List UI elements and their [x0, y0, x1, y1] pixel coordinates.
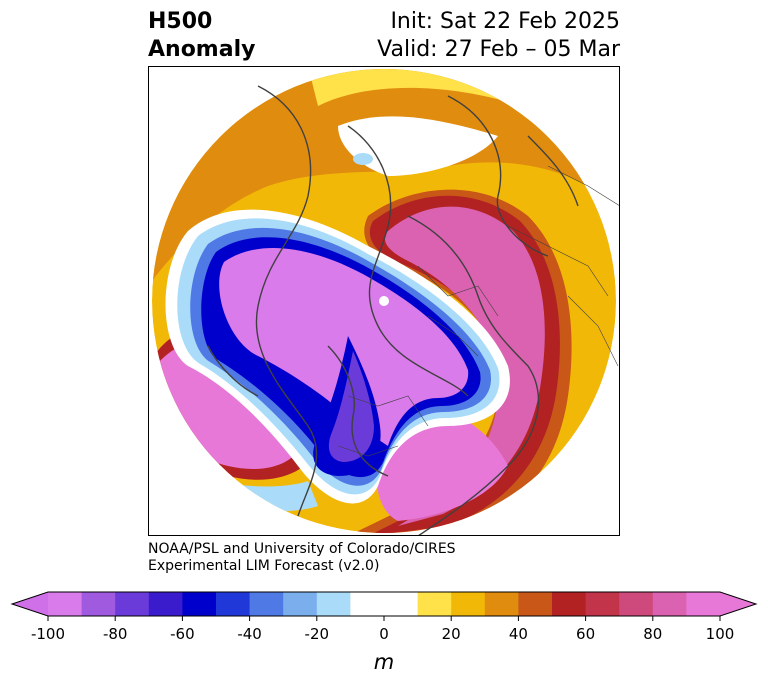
colorbar-tick-label: -60	[170, 625, 195, 643]
colorbar-segment	[216, 592, 251, 616]
colorbar-tick-label: -20	[305, 625, 330, 643]
colorbar-tick-label: -100	[31, 625, 65, 643]
colorbar-unit: m	[374, 650, 394, 674]
colorbar-tick-label: 40	[509, 625, 528, 643]
map-title: H500 Anomaly	[148, 8, 255, 64]
colorbar-tick-label: 20	[442, 625, 461, 643]
colorbar-segment	[182, 592, 217, 616]
colorbar-segment	[619, 592, 654, 616]
title-line-2: Anomaly	[148, 37, 256, 62]
colorbar-extend-low	[12, 592, 48, 616]
colorbar-tick-label: 100	[706, 625, 735, 643]
pole-marker	[379, 296, 389, 306]
colorbar-tick-label: 80	[643, 625, 662, 643]
colorbar-tick-label: -80	[103, 625, 128, 643]
colorbar-tick-label: 0	[379, 625, 389, 643]
negative-trough-core	[328, 351, 374, 462]
colorbar-segment	[316, 592, 351, 616]
colorbar-segment	[686, 592, 721, 616]
white-north	[338, 116, 498, 176]
forecast-dates: Init: Sat 22 Feb 2025 Valid: 27 Feb – 05…	[377, 8, 620, 64]
positive-center-europe	[384, 206, 545, 526]
colorbar-ticks: -100 -80 -60 -40 -20 0 20 40 60 80 100	[31, 616, 734, 643]
colorbar-segment	[115, 592, 150, 616]
colorbar-segment	[552, 592, 587, 616]
credit-line-2: Experimental LIM Forecast (v2.0)	[148, 558, 380, 574]
init-date: Init: Sat 22 Feb 2025	[390, 9, 620, 34]
colorbar-extend-high	[720, 592, 756, 616]
colorbar-segment	[350, 592, 419, 616]
credits: NOAA/PSL and University of Colorado/CIRE…	[148, 541, 456, 575]
colorbar-segment	[652, 592, 687, 616]
orange-band-west	[152, 69, 616, 286]
colorbar-segment	[417, 592, 452, 616]
colorbar-segment	[148, 592, 183, 616]
colorbar-segment	[451, 592, 486, 616]
colorbar-tick-label: -40	[237, 625, 262, 643]
anomaly-map	[148, 66, 620, 536]
colorbar-segments	[10, 591, 758, 617]
colorbar-segment	[283, 592, 318, 616]
valid-dates: Valid: 27 Feb – 05 Mar	[377, 37, 620, 62]
coastlines	[207, 85, 579, 536]
colorbar-segment	[585, 592, 620, 616]
colorbar-segment	[484, 592, 519, 616]
colorbar-segment	[81, 592, 116, 616]
colorbar-segment	[249, 592, 284, 616]
colorbar-segment	[518, 592, 553, 616]
title-line-1: H500	[148, 9, 213, 34]
colorbar-tick-label: 60	[576, 625, 595, 643]
credit-line-1: NOAA/PSL and University of Colorado/CIRE…	[148, 541, 456, 557]
light-blue-spot	[353, 153, 373, 165]
colorbar-segment	[48, 592, 83, 616]
political-borders	[337, 165, 620, 457]
colorbar: -100 -80 -60 -40 -20 0 20 40 60 80 100 m	[10, 591, 758, 674]
